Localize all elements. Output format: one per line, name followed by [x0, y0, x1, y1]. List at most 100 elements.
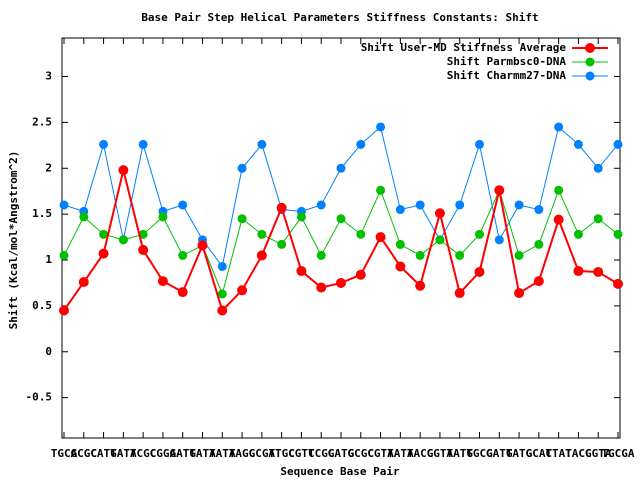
point — [434, 208, 445, 219]
x-tick-label: TCGC — [308, 447, 335, 460]
point — [554, 122, 564, 132]
x-tick-label: GATG — [486, 447, 513, 460]
point — [118, 165, 129, 176]
x-tick-label: CGTA — [427, 447, 454, 460]
point — [435, 235, 445, 245]
point — [534, 239, 544, 249]
x-tick-label: TATG — [506, 447, 533, 460]
x-tick-label: TATA — [110, 447, 137, 460]
point — [395, 261, 406, 272]
point — [276, 202, 287, 213]
point — [257, 139, 267, 149]
point — [79, 212, 89, 222]
x-tick-label: ATGC — [268, 447, 295, 460]
point — [475, 139, 484, 149]
point — [514, 288, 525, 299]
point — [415, 250, 425, 260]
x-tick-label: GCGC — [71, 447, 98, 460]
point — [336, 163, 346, 173]
point — [356, 229, 366, 239]
point — [355, 269, 366, 280]
x-tick-label: TACG — [565, 447, 592, 460]
point — [494, 185, 505, 196]
point — [296, 212, 306, 222]
point — [375, 232, 386, 243]
x-tick-label: TATA — [189, 447, 216, 460]
point — [177, 287, 188, 298]
legend-marker — [585, 57, 595, 67]
point — [534, 205, 544, 215]
point — [533, 276, 544, 287]
y-tick-label: 0.5 — [32, 299, 52, 312]
point — [573, 266, 584, 277]
x-axis-label: Sequence Base Pair — [280, 465, 400, 478]
x-tick-label: CGTC — [288, 447, 315, 460]
point — [118, 235, 128, 245]
point — [376, 185, 386, 195]
x-tick-label: CGTA — [585, 447, 612, 460]
point — [336, 277, 346, 288]
point — [217, 305, 228, 316]
y-tick-label: 0 — [45, 345, 52, 358]
point — [593, 266, 604, 277]
point — [494, 235, 504, 245]
point — [217, 289, 227, 299]
y-tick-label: 3 — [45, 70, 52, 83]
y-tick-label: 2.5 — [32, 115, 52, 128]
x-tick-label: TATA — [209, 447, 236, 460]
point — [593, 214, 603, 224]
x-tick-label: CTAT — [545, 447, 572, 460]
point — [59, 305, 69, 316]
point — [157, 276, 168, 287]
x-tick-label: TGCA — [51, 447, 78, 460]
x-tick-label: GCGC — [348, 447, 375, 460]
x-tick-label: GATG — [169, 447, 196, 460]
point — [455, 200, 465, 210]
point — [316, 282, 327, 293]
point — [356, 139, 366, 149]
point — [237, 214, 247, 224]
legend-label: Shift Charmm27-DNA — [447, 69, 567, 82]
point — [256, 250, 267, 261]
x-tick-label: CGGA — [150, 447, 177, 460]
y-tick-label: 1 — [45, 253, 52, 266]
legend-marker — [585, 71, 595, 81]
x-tick-label: TGCG — [466, 447, 493, 460]
point — [553, 214, 564, 225]
point — [474, 266, 485, 277]
legend-marker — [585, 43, 595, 53]
point — [573, 139, 583, 149]
point — [237, 163, 247, 173]
x-tick-label: GCGT — [249, 447, 276, 460]
x-tick-label: TCGC — [130, 447, 157, 460]
point — [454, 288, 465, 299]
point — [237, 285, 248, 296]
point — [613, 278, 623, 289]
legend-label: Shift User-MD Stiffness Average — [361, 41, 567, 54]
x-tick-label: GCAT — [526, 447, 553, 460]
point — [336, 214, 346, 224]
point — [415, 280, 426, 291]
point — [178, 200, 188, 210]
point — [395, 205, 405, 215]
x-tick-label: CATG — [90, 447, 117, 460]
point — [514, 250, 524, 260]
point — [475, 229, 484, 239]
point — [98, 248, 109, 259]
y-tick-label: 1.5 — [32, 207, 52, 220]
legend-label: Shift Parmbsc0-DNA — [447, 55, 567, 68]
point — [376, 122, 386, 132]
point — [99, 139, 109, 149]
x-tick-label: TATA — [387, 447, 414, 460]
point — [217, 261, 227, 271]
chart-title: Base Pair Step Helical Parameters Stiffn… — [141, 11, 538, 24]
point — [59, 250, 69, 260]
x-tick-label: CGTA — [367, 447, 394, 460]
y-axis-label: Shift (Kcal/mol*Angstrom^2) — [7, 151, 20, 330]
point — [613, 229, 623, 239]
point — [395, 239, 405, 249]
point — [59, 200, 69, 210]
point — [554, 185, 564, 195]
point — [316, 250, 326, 260]
